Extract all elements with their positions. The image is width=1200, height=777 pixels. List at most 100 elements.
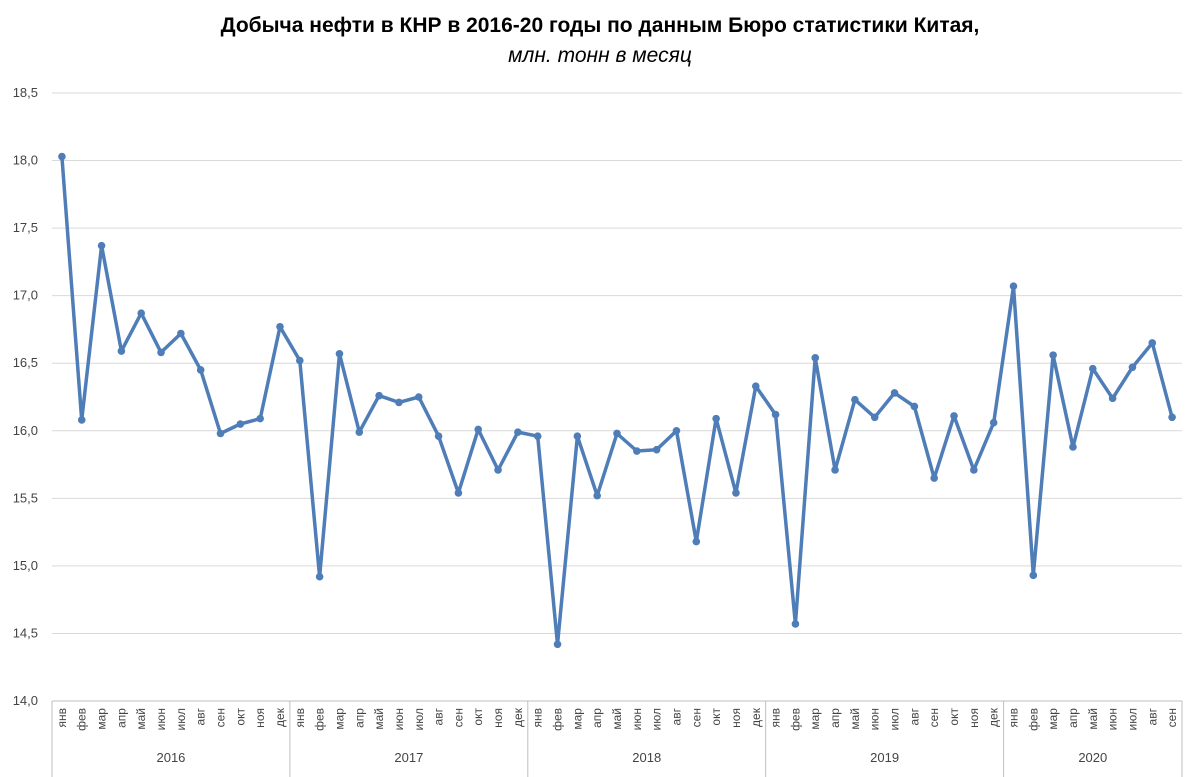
data-point xyxy=(533,432,542,440)
year-label: 2016 xyxy=(156,750,185,765)
data-point xyxy=(1148,339,1157,347)
y-tick-label: 16,5 xyxy=(13,355,38,370)
series-line xyxy=(60,156,1174,647)
data-point xyxy=(296,356,304,365)
data-point xyxy=(851,395,859,404)
data-point xyxy=(970,466,978,474)
data-point xyxy=(474,425,483,434)
data-point xyxy=(930,474,938,482)
data-point xyxy=(395,398,403,407)
month-tick-label: июн xyxy=(630,708,644,730)
data-point xyxy=(58,152,66,161)
month-tick-label: сен xyxy=(1165,708,1179,727)
data-point xyxy=(672,426,681,435)
month-tick-label: сен xyxy=(689,708,703,727)
data-point xyxy=(216,429,225,438)
data-point xyxy=(652,445,661,454)
y-tick-label: 17,5 xyxy=(13,220,38,235)
data-point xyxy=(811,354,820,362)
month-tick-label: ноя xyxy=(729,708,743,728)
month-tick-label: ноя xyxy=(967,708,981,728)
year-label: 2020 xyxy=(1078,750,1107,765)
month-tick-label: апр xyxy=(114,708,128,728)
month-tick-label: июл xyxy=(650,708,664,730)
month-tick-label: дек xyxy=(987,707,1001,727)
month-tick-label: авг xyxy=(1145,707,1159,725)
y-tick-label: 18,5 xyxy=(13,85,38,100)
month-tick-label: мар xyxy=(570,708,584,730)
month-tick-label: июн xyxy=(154,708,168,730)
month-tick-label: авг xyxy=(194,707,208,725)
data-point xyxy=(791,620,800,628)
data-point xyxy=(1049,351,1057,359)
data-point xyxy=(177,329,185,338)
data-point xyxy=(831,466,839,474)
data-point xyxy=(732,489,740,497)
data-point xyxy=(1069,443,1077,451)
y-tick-label: 14,5 xyxy=(13,625,38,640)
data-point xyxy=(870,413,879,422)
data-point xyxy=(514,428,522,436)
data-point xyxy=(256,414,264,423)
month-tick-label: апр xyxy=(1066,708,1080,728)
data-point xyxy=(335,349,344,358)
data-point xyxy=(454,489,463,497)
month-tick-label: июл xyxy=(888,708,902,730)
month-tick-label: фев xyxy=(788,708,802,731)
month-tick-label: фев xyxy=(75,708,89,731)
month-tick-label: июл xyxy=(1125,708,1139,730)
data-point xyxy=(494,466,502,474)
data-point xyxy=(1168,413,1176,422)
month-tick-label: май xyxy=(372,708,386,730)
month-tick-label: май xyxy=(848,708,862,730)
month-tick-label: май xyxy=(1086,708,1100,730)
year-label: 2019 xyxy=(870,750,899,765)
month-tick-label: мар xyxy=(808,708,822,730)
data-point xyxy=(1108,394,1117,403)
data-point xyxy=(137,309,146,318)
month-tick-label: фев xyxy=(1026,708,1040,731)
month-tick-label: янв xyxy=(55,708,69,728)
month-tick-label: окт xyxy=(709,708,723,726)
month-tick-label: май xyxy=(610,708,624,730)
data-point xyxy=(77,416,86,424)
data-point xyxy=(1029,571,1038,580)
month-tick-label: окт xyxy=(947,708,961,726)
data-point xyxy=(1128,363,1137,372)
data-point xyxy=(712,414,720,423)
month-tick-label: сен xyxy=(451,708,465,727)
data-point xyxy=(196,366,205,374)
month-tick-label: июл xyxy=(412,708,426,730)
y-tick-label: 15,5 xyxy=(13,490,38,505)
data-point xyxy=(771,410,780,419)
month-tick-label: май xyxy=(134,708,148,730)
month-tick-label: дек xyxy=(749,707,763,727)
y-tick-label: 14,0 xyxy=(13,693,38,708)
data-point xyxy=(573,432,582,440)
data-point xyxy=(910,402,919,411)
chart-title-block: Добыча нефти в КНР в 2016-20 годы по дан… xyxy=(0,12,1200,72)
month-tick-label: апр xyxy=(828,708,842,728)
data-point xyxy=(1088,364,1097,373)
month-tick-label: мар xyxy=(95,708,109,730)
data-point xyxy=(434,432,443,440)
data-point xyxy=(890,389,899,397)
data-point xyxy=(276,322,284,331)
data-point xyxy=(751,382,760,390)
data-point xyxy=(315,572,324,581)
month-tick-label: авг xyxy=(669,707,683,725)
data-point xyxy=(633,447,641,455)
data-point xyxy=(989,418,998,427)
month-tick-label: апр xyxy=(352,708,366,728)
y-tick-label: 18,0 xyxy=(13,153,38,168)
y-tick-label: 16,0 xyxy=(13,423,38,438)
data-point xyxy=(950,412,958,420)
month-tick-label: ноя xyxy=(253,708,267,728)
month-tick-label: окт xyxy=(233,708,247,726)
month-tick-label: дек xyxy=(273,707,287,727)
month-tick-label: дек xyxy=(511,707,525,727)
data-point xyxy=(355,428,364,436)
data-point xyxy=(593,491,601,500)
month-tick-label: мар xyxy=(1046,708,1060,730)
